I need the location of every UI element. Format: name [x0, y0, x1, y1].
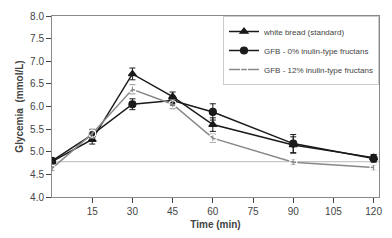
svg-text:120: 120: [365, 206, 382, 217]
svg-text:6.0: 6.0: [30, 101, 44, 112]
svg-text:Time (min): Time (min): [190, 219, 240, 230]
svg-text:30: 30: [127, 206, 139, 217]
svg-text:5.0: 5.0: [30, 146, 44, 157]
svg-text:GFB - 0% inulin-type fructans: GFB - 0% inulin-type fructans: [264, 47, 368, 56]
svg-text:90: 90: [288, 206, 300, 217]
svg-text:45: 45: [167, 206, 179, 217]
svg-text:6.5: 6.5: [30, 78, 44, 89]
svg-text:7.0: 7.0: [30, 56, 44, 67]
svg-text:4.5: 4.5: [30, 169, 44, 180]
svg-text:75: 75: [247, 206, 259, 217]
svg-text:5.5: 5.5: [30, 124, 44, 135]
svg-text:15: 15: [87, 206, 99, 217]
svg-text:60: 60: [207, 206, 219, 217]
svg-text:Glycemia (mmol/L): Glycemia (mmol/L): [14, 60, 25, 152]
svg-text:7.5: 7.5: [30, 33, 44, 44]
svg-text:GFB - 12% inulin-type fructans: GFB - 12% inulin-type fructans: [264, 66, 373, 75]
svg-text:4.0: 4.0: [30, 192, 44, 203]
svg-text:white bread (standard): white bread (standard): [263, 28, 344, 37]
svg-text:8.0: 8.0: [30, 11, 44, 22]
svg-text:105: 105: [325, 206, 342, 217]
